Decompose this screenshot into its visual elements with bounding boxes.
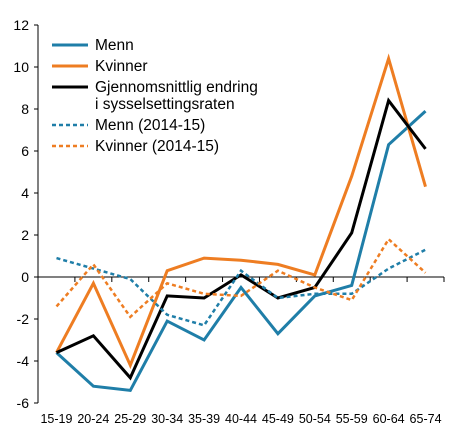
y-tick-label: -2 [17,311,30,327]
legend-item-menn-2014-15: Menn (2014-15) [52,117,205,134]
legend-label: Menn [95,37,134,54]
y-tick-label: 8 [21,101,29,117]
series-line-gjennomsnittlig-endring-i-sysselsettingsraten [55,97,427,381]
x-tick-label: 40-44 [225,412,257,426]
legend-item-kvinner-2014-15: Kvinner (2014-15) [52,138,219,155]
x-tick-label: 15-19 [40,412,72,426]
series-lines [55,53,427,393]
series-line-kvinner [55,53,427,370]
legend-item-menn: Menn [52,37,134,54]
legend-label: Menn (2014-15) [95,117,205,134]
legend-label: i sysselsettingsraten [95,96,235,113]
x-tick-label: 45-49 [262,412,294,426]
x-tick-label: 25-29 [114,412,146,426]
series-line-menn [55,109,427,393]
legend-item-kvinner: Kvinner [52,58,148,75]
legend-label: Kvinner (2014-15) [95,138,219,155]
x-tick-label: 65-74 [410,412,442,426]
x-tick-label: 55-59 [336,412,368,426]
y-tick-label: 10 [13,59,29,75]
y-tick-label: 12 [13,17,29,33]
y-tick-label: -4 [17,353,30,369]
y-tick-label: 2 [21,227,29,243]
x-tick-label: 20-24 [77,412,109,426]
legend-label: Kvinner [95,58,148,75]
y-tick-label: 4 [21,185,29,201]
x-tick-label: 30-34 [151,412,183,426]
y-tick-label: 0 [21,269,29,285]
y-tick-label: 6 [21,143,29,159]
x-tick-label: 35-39 [188,412,220,426]
y-tick-label: -6 [17,395,30,411]
x-tick-label: 60-64 [373,412,405,426]
series-line-menn-2014-15 [56,248,427,327]
series-line-kvinner-2014-15 [55,237,427,319]
axes: -6 -4 -2 0 2 4 6 8 10 12 15-19 20-24 25-29 30-34 35-39… [13,17,445,426]
x-tick-label: 50-54 [299,412,331,426]
legend-label: Gjennomsnittlig endring [95,79,258,96]
